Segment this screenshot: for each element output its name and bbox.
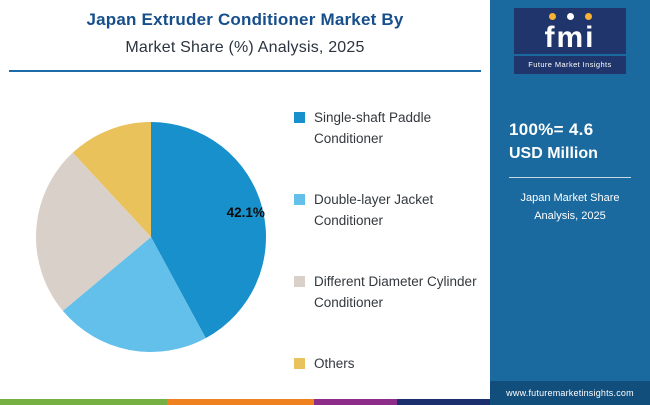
brand-color-strip	[0, 399, 490, 405]
pie-data-label: 42.1%	[227, 205, 265, 220]
stat-block: 100%= 4.6 USD Million	[509, 120, 631, 190]
legend-swatch-double-layer	[294, 193, 305, 205]
person-icon	[584, 13, 592, 20]
sidebar-caption: Japan Market Share Analysis, 2025	[520, 192, 620, 222]
brand-sidebar: fmi Future Market Insights 100%= 4.6 USD…	[490, 0, 650, 405]
strip-segment	[313, 399, 397, 405]
legend-label: Double-layer Jacket Conditioner	[314, 191, 434, 228]
legend-swatch-others	[294, 357, 305, 369]
stat-divider	[509, 177, 631, 178]
chart-panel: Japan Extruder Conditioner Market By Mar…	[0, 0, 490, 405]
legend-label: Single-shaft Paddle Conditioner	[314, 110, 432, 146]
title-divider	[9, 70, 481, 72]
stat-total: 100%= 4.6	[509, 120, 594, 139]
pie-slice	[151, 122, 266, 339]
legend: Single-shaft Paddle Conditioner Double-l…	[294, 108, 480, 405]
page-subtitle: Market Share (%) Analysis, 2025	[125, 39, 365, 56]
stat-unit: USD Million	[509, 145, 598, 162]
legend-item-single-shaft: Single-shaft Paddle Conditioner	[294, 108, 480, 150]
legend-swatch-single-shaft	[294, 112, 305, 123]
pie-slice	[35, 152, 151, 311]
legend-item-different-diameter: Different Diameter Cylinder Conditioner	[294, 272, 480, 314]
pie-chart: 42.1%	[35, 122, 266, 352]
fmi-people-icon	[514, 13, 626, 21]
fmi-logo-caption: Future Market Insights	[514, 54, 626, 74]
page-title: Japan Extruder Conditioner Market By	[86, 10, 404, 29]
legend-label: Others	[314, 355, 355, 371]
person-icon	[566, 13, 574, 20]
pie-chart-wrap: 42.1%	[34, 120, 268, 354]
pie-slice	[72, 122, 151, 237]
legend-item-double-layer: Double-layer Jacket Conditioner	[294, 190, 480, 232]
strip-segment	[0, 399, 167, 405]
fmi-logo-text: fmi	[544, 21, 596, 54]
person-icon	[548, 13, 556, 20]
strip-segment	[396, 399, 490, 405]
strip-segment	[166, 399, 314, 405]
legend-label: Different Diameter Cylinder Conditioner	[314, 273, 477, 310]
chart-content: 42.1% Single-shaft Paddle Conditioner Do…	[0, 72, 490, 405]
legend-item-others: Others	[294, 354, 480, 375]
pie-slice	[62, 237, 206, 352]
fmi-logo: fmi Future Market Insights	[514, 8, 626, 74]
header: Japan Extruder Conditioner Market By Mar…	[0, 0, 490, 57]
website-link[interactable]: www.futuremarketinsights.com	[490, 381, 650, 405]
legend-swatch-different-diameter	[294, 275, 305, 287]
